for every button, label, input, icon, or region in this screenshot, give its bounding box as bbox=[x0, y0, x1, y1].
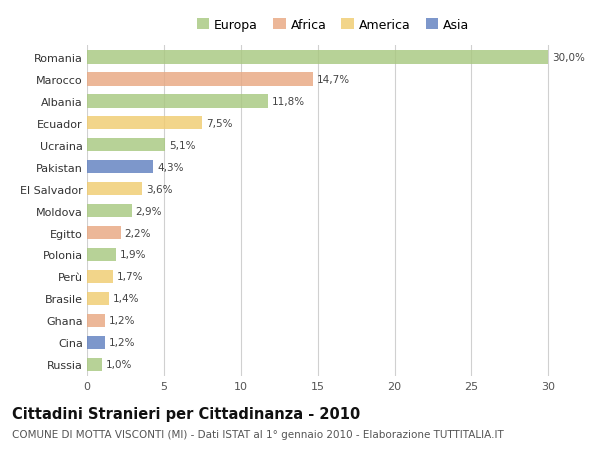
Legend: Europa, Africa, America, Asia: Europa, Africa, America, Asia bbox=[197, 19, 469, 32]
Text: 2,2%: 2,2% bbox=[125, 228, 151, 238]
Bar bbox=[87, 314, 106, 327]
Bar bbox=[87, 205, 131, 218]
Text: 3,6%: 3,6% bbox=[146, 184, 173, 194]
Text: 1,0%: 1,0% bbox=[106, 359, 133, 369]
Text: 1,4%: 1,4% bbox=[112, 294, 139, 304]
Bar bbox=[87, 292, 109, 305]
Text: COMUNE DI MOTTA VISCONTI (MI) - Dati ISTAT al 1° gennaio 2010 - Elaborazione TUT: COMUNE DI MOTTA VISCONTI (MI) - Dati IST… bbox=[12, 429, 504, 439]
Text: 1,7%: 1,7% bbox=[117, 272, 143, 282]
Text: 1,2%: 1,2% bbox=[109, 316, 136, 325]
Text: 14,7%: 14,7% bbox=[317, 75, 350, 85]
Bar bbox=[87, 73, 313, 86]
Text: 11,8%: 11,8% bbox=[272, 97, 305, 106]
Bar bbox=[87, 358, 103, 371]
Bar bbox=[87, 270, 113, 283]
Text: 1,9%: 1,9% bbox=[120, 250, 146, 260]
Bar bbox=[87, 161, 153, 174]
Text: Cittadini Stranieri per Cittadinanza - 2010: Cittadini Stranieri per Cittadinanza - 2… bbox=[12, 406, 360, 421]
Text: 1,2%: 1,2% bbox=[109, 337, 136, 347]
Bar bbox=[87, 336, 106, 349]
Text: 7,5%: 7,5% bbox=[206, 118, 233, 129]
Bar bbox=[87, 226, 121, 240]
Text: 5,1%: 5,1% bbox=[169, 140, 196, 151]
Bar bbox=[87, 139, 166, 152]
Text: 2,9%: 2,9% bbox=[136, 206, 162, 216]
Bar bbox=[87, 183, 142, 196]
Text: 4,3%: 4,3% bbox=[157, 162, 184, 173]
Bar bbox=[87, 117, 202, 130]
Bar bbox=[87, 51, 548, 65]
Bar bbox=[87, 95, 268, 108]
Text: 30,0%: 30,0% bbox=[552, 53, 585, 63]
Bar bbox=[87, 248, 116, 262]
